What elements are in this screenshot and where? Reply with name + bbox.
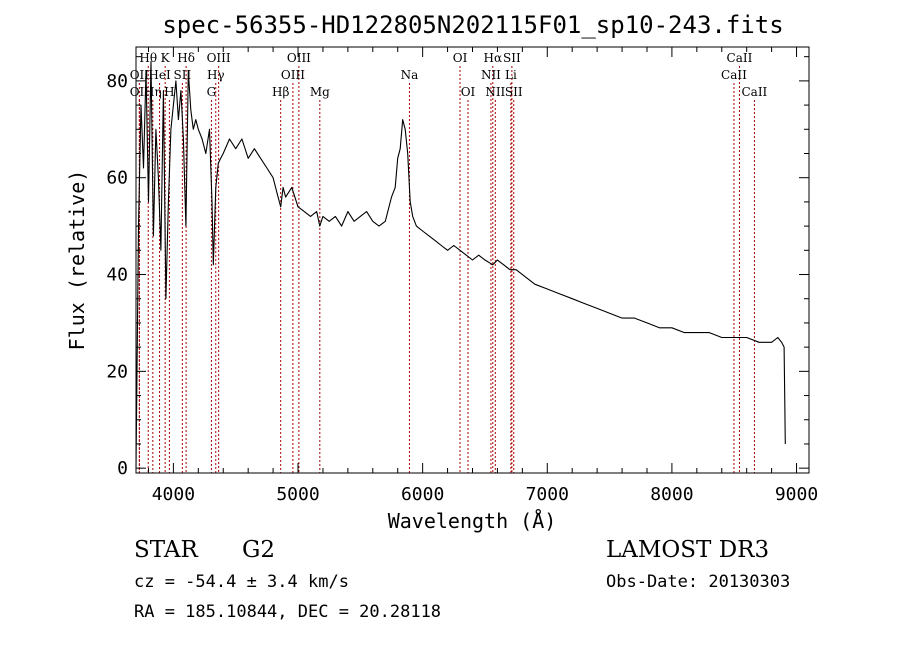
x-tick-label-0: 4000 xyxy=(152,484,195,505)
subclass: G2 xyxy=(242,537,276,563)
redshift-velocity: cz = -54.4 ± 3.4 km/s xyxy=(134,572,349,592)
line-label-0: OII xyxy=(130,68,150,82)
line-label-8: Hδ xyxy=(177,51,195,65)
line-label-20: NII xyxy=(481,68,501,82)
y-axis: 0 20 40 60 80 xyxy=(106,56,809,479)
line-label-7: SII xyxy=(174,68,192,82)
line-label-26: CaII xyxy=(721,68,747,82)
x-tick-label-1: 5000 xyxy=(276,484,319,505)
line-label-6: H xyxy=(164,85,174,99)
survey-name: LAMOST DR3 xyxy=(606,537,770,563)
line-label-21: NII xyxy=(485,85,505,99)
line-label-3: Hη xyxy=(144,85,162,99)
line-label-23: Li xyxy=(505,68,517,82)
line-label-15: Mg xyxy=(310,85,330,99)
line-label-19: Hα xyxy=(484,51,503,65)
x-tick-label-4: 8000 xyxy=(650,484,693,505)
x-axis-label: Wavelength (Å) xyxy=(388,509,557,533)
y-tick-label-1: 20 xyxy=(106,361,128,382)
line-label-27: CaII xyxy=(741,85,767,99)
line-label-18: OI xyxy=(461,85,476,99)
line-label-12: Hβ xyxy=(272,85,289,99)
line-label-13: OIII xyxy=(287,51,311,65)
object-class: STAR xyxy=(134,537,198,563)
y-tick-label-4: 80 xyxy=(106,71,128,92)
spectrum-line xyxy=(135,60,786,469)
x-tick-label-3: 7000 xyxy=(526,484,569,505)
coordinates: RA = 185.10844, DEC = 20.28118 xyxy=(134,602,442,622)
line-label-22: SII xyxy=(503,51,521,65)
line-label-11: G xyxy=(207,85,217,99)
line-label-24: SII xyxy=(505,85,523,99)
y-tick-label-3: 60 xyxy=(106,168,128,189)
line-label-17: OI xyxy=(453,51,468,65)
chart-title: spec-56355-HD122805N202115F01_sp10-243.f… xyxy=(162,11,783,39)
line-label-14: OIII xyxy=(281,68,305,82)
y-tick-label-0: 0 xyxy=(117,458,128,479)
line-label-2: Hθ xyxy=(139,51,157,65)
emission-line-markers xyxy=(138,66,755,473)
x-tick-label-5: 9000 xyxy=(775,484,818,505)
line-label-4: HeI xyxy=(148,68,171,82)
y-axis-label: Flux (relative) xyxy=(65,170,89,351)
line-label-25: CaII xyxy=(727,51,753,65)
x-tick-label-2: 6000 xyxy=(401,484,444,505)
line-label-9: OIII xyxy=(207,51,231,65)
y-tick-label-2: 40 xyxy=(106,265,128,286)
line-label-5: K xyxy=(161,51,171,65)
observation-date: Obs-Date: 20130303 xyxy=(606,572,791,592)
line-label-16: Na xyxy=(401,68,419,82)
line-label-10: Hγ xyxy=(207,68,225,82)
line-label-1: OII xyxy=(130,85,150,99)
x-axis: 4000 5000 6000 7000 8000 9000 xyxy=(147,47,818,505)
